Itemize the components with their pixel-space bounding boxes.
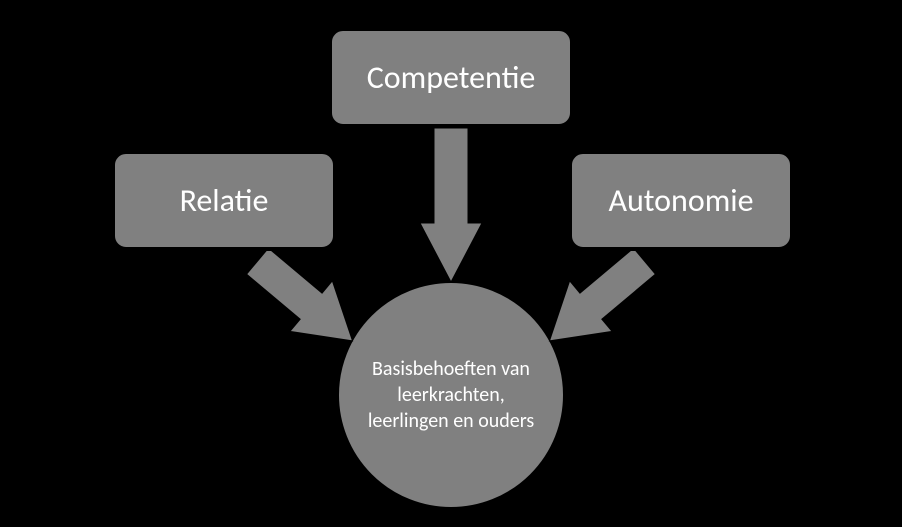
node-autonomie: Autonomie bbox=[571, 153, 791, 248]
arrow-competentie bbox=[420, 128, 482, 282]
node-relatie: Relatie bbox=[114, 153, 334, 248]
node-competentie-label: Competentie bbox=[367, 58, 536, 97]
node-center-label: Basisbehoeften van leerkrachten, leerlin… bbox=[359, 356, 543, 434]
arrow-relatie bbox=[240, 251, 370, 351]
node-competentie: Competentie bbox=[331, 30, 571, 125]
arrow-autonomie bbox=[532, 251, 662, 351]
node-center: Basisbehoeften van leerkrachten, leerlin… bbox=[338, 282, 564, 508]
node-relatie-label: Relatie bbox=[180, 181, 269, 220]
node-autonomie-label: Autonomie bbox=[608, 181, 753, 220]
